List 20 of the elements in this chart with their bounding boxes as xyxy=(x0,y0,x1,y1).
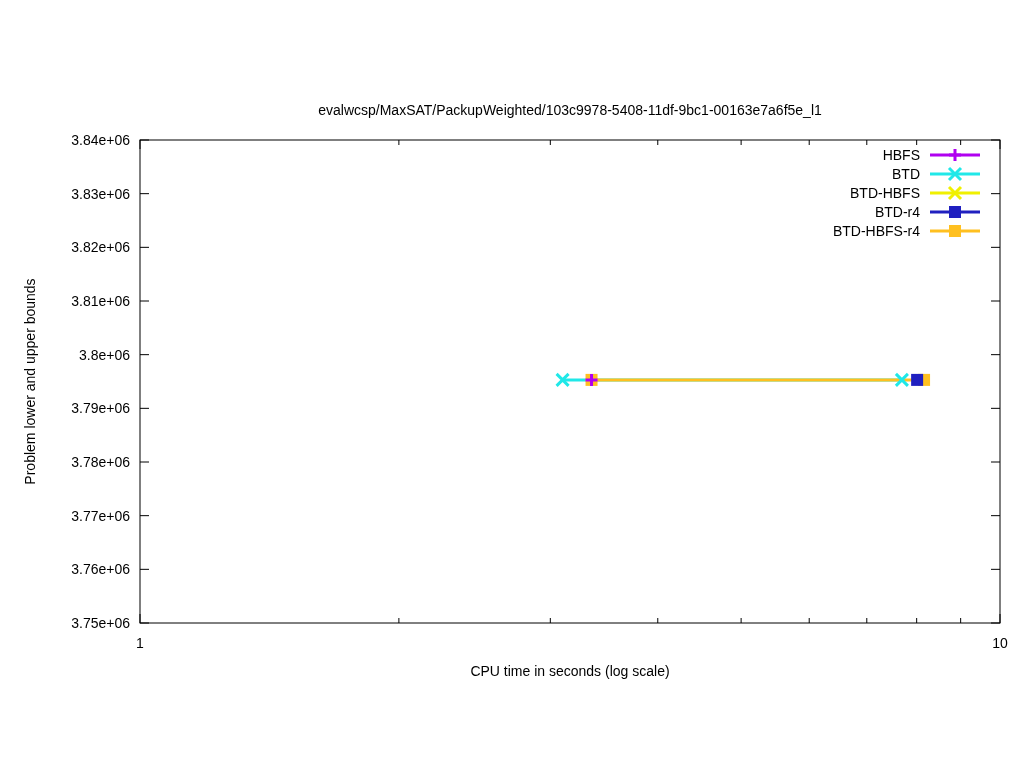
y-tick-label: 3.78e+06 xyxy=(71,453,131,470)
legend-label: BTD-HBFS xyxy=(850,184,920,201)
y-tick-label: 3.84e+06 xyxy=(71,131,131,148)
chart-title: evalwcsp/MaxSAT/PackupWeighted/103c9978-5408-11df-9bc1-00163e7a6f5e_l1 xyxy=(318,102,822,118)
y-tick-label: 3.76e+06 xyxy=(71,561,131,578)
y-tick-label: 3.8e+06 xyxy=(79,346,131,363)
y-tick-label: 3.83e+06 xyxy=(71,185,131,202)
legend-label: HBFS xyxy=(882,146,920,163)
y-tick-label: 3.77e+06 xyxy=(71,507,131,524)
y-tick-label: 3.81e+06 xyxy=(71,292,131,309)
x-tick-label: 10 xyxy=(992,635,1008,651)
legend-label: BTD-HBFS-r4 xyxy=(832,222,921,239)
y-tick-label: 3.82e+06 xyxy=(71,239,131,256)
y-tick-label: 3.75e+06 xyxy=(71,614,131,631)
x-axis-title: CPU time in seconds (log scale) xyxy=(470,663,670,679)
y-axis-title: Problem lower and upper bounds xyxy=(22,278,38,485)
legend-label: BTD-r4 xyxy=(874,203,921,220)
legend-label: BTD xyxy=(892,165,920,182)
x-tick-label: 1 xyxy=(136,635,145,651)
y-tick-label: 3.79e+06 xyxy=(71,400,131,417)
